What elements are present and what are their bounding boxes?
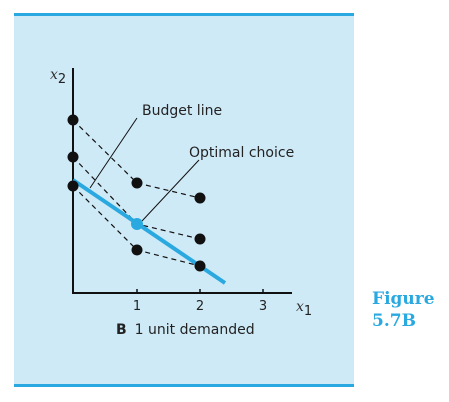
x-tick-label-1: 1 [133, 299, 141, 314]
x-axis-label-sub: 1 [304, 304, 312, 319]
bundle-point-2-mid [194, 233, 206, 245]
bundle-point-2-low [194, 260, 206, 272]
figure-caption: B 1 unit demanded [116, 322, 255, 338]
x-tick-label-3: 3 [259, 299, 267, 314]
optimal-choice-point [131, 218, 143, 230]
x-axis-label-var: x [296, 299, 304, 315]
indifference-curve-high [72, 119, 201, 199]
budget-line-leader [89, 117, 138, 189]
figure-number: Figure 5.7B [372, 288, 448, 332]
bottom-rule [14, 384, 354, 387]
bundle-point-0-mid [67, 151, 79, 163]
bundle-point-1-low [131, 244, 143, 256]
y-axis-label-var: x [50, 67, 58, 83]
budget-line-label: Budget line [142, 103, 222, 119]
bundle-point-0-low [67, 180, 79, 192]
figure-panel [14, 14, 354, 386]
caption-letter: B [116, 322, 127, 338]
optimal-choice-leader [141, 159, 200, 222]
x-tick-label-2: 2 [196, 299, 204, 314]
bundle-point-1-high [131, 177, 143, 189]
y-axis-label: x2 [50, 67, 66, 87]
figure-label-number: 5.7B [372, 311, 416, 331]
y-axis-label-sub: 2 [58, 72, 66, 87]
optimal-choice-label: Optimal choice [189, 145, 294, 161]
bundle-point-2-high [194, 192, 206, 204]
caption-text: 1 unit demanded [135, 322, 255, 338]
bundle-point-0-high [67, 114, 79, 126]
top-rule [14, 13, 354, 16]
x-axis-label: x1 [296, 299, 312, 319]
figure-label-word: Figure [372, 289, 435, 309]
